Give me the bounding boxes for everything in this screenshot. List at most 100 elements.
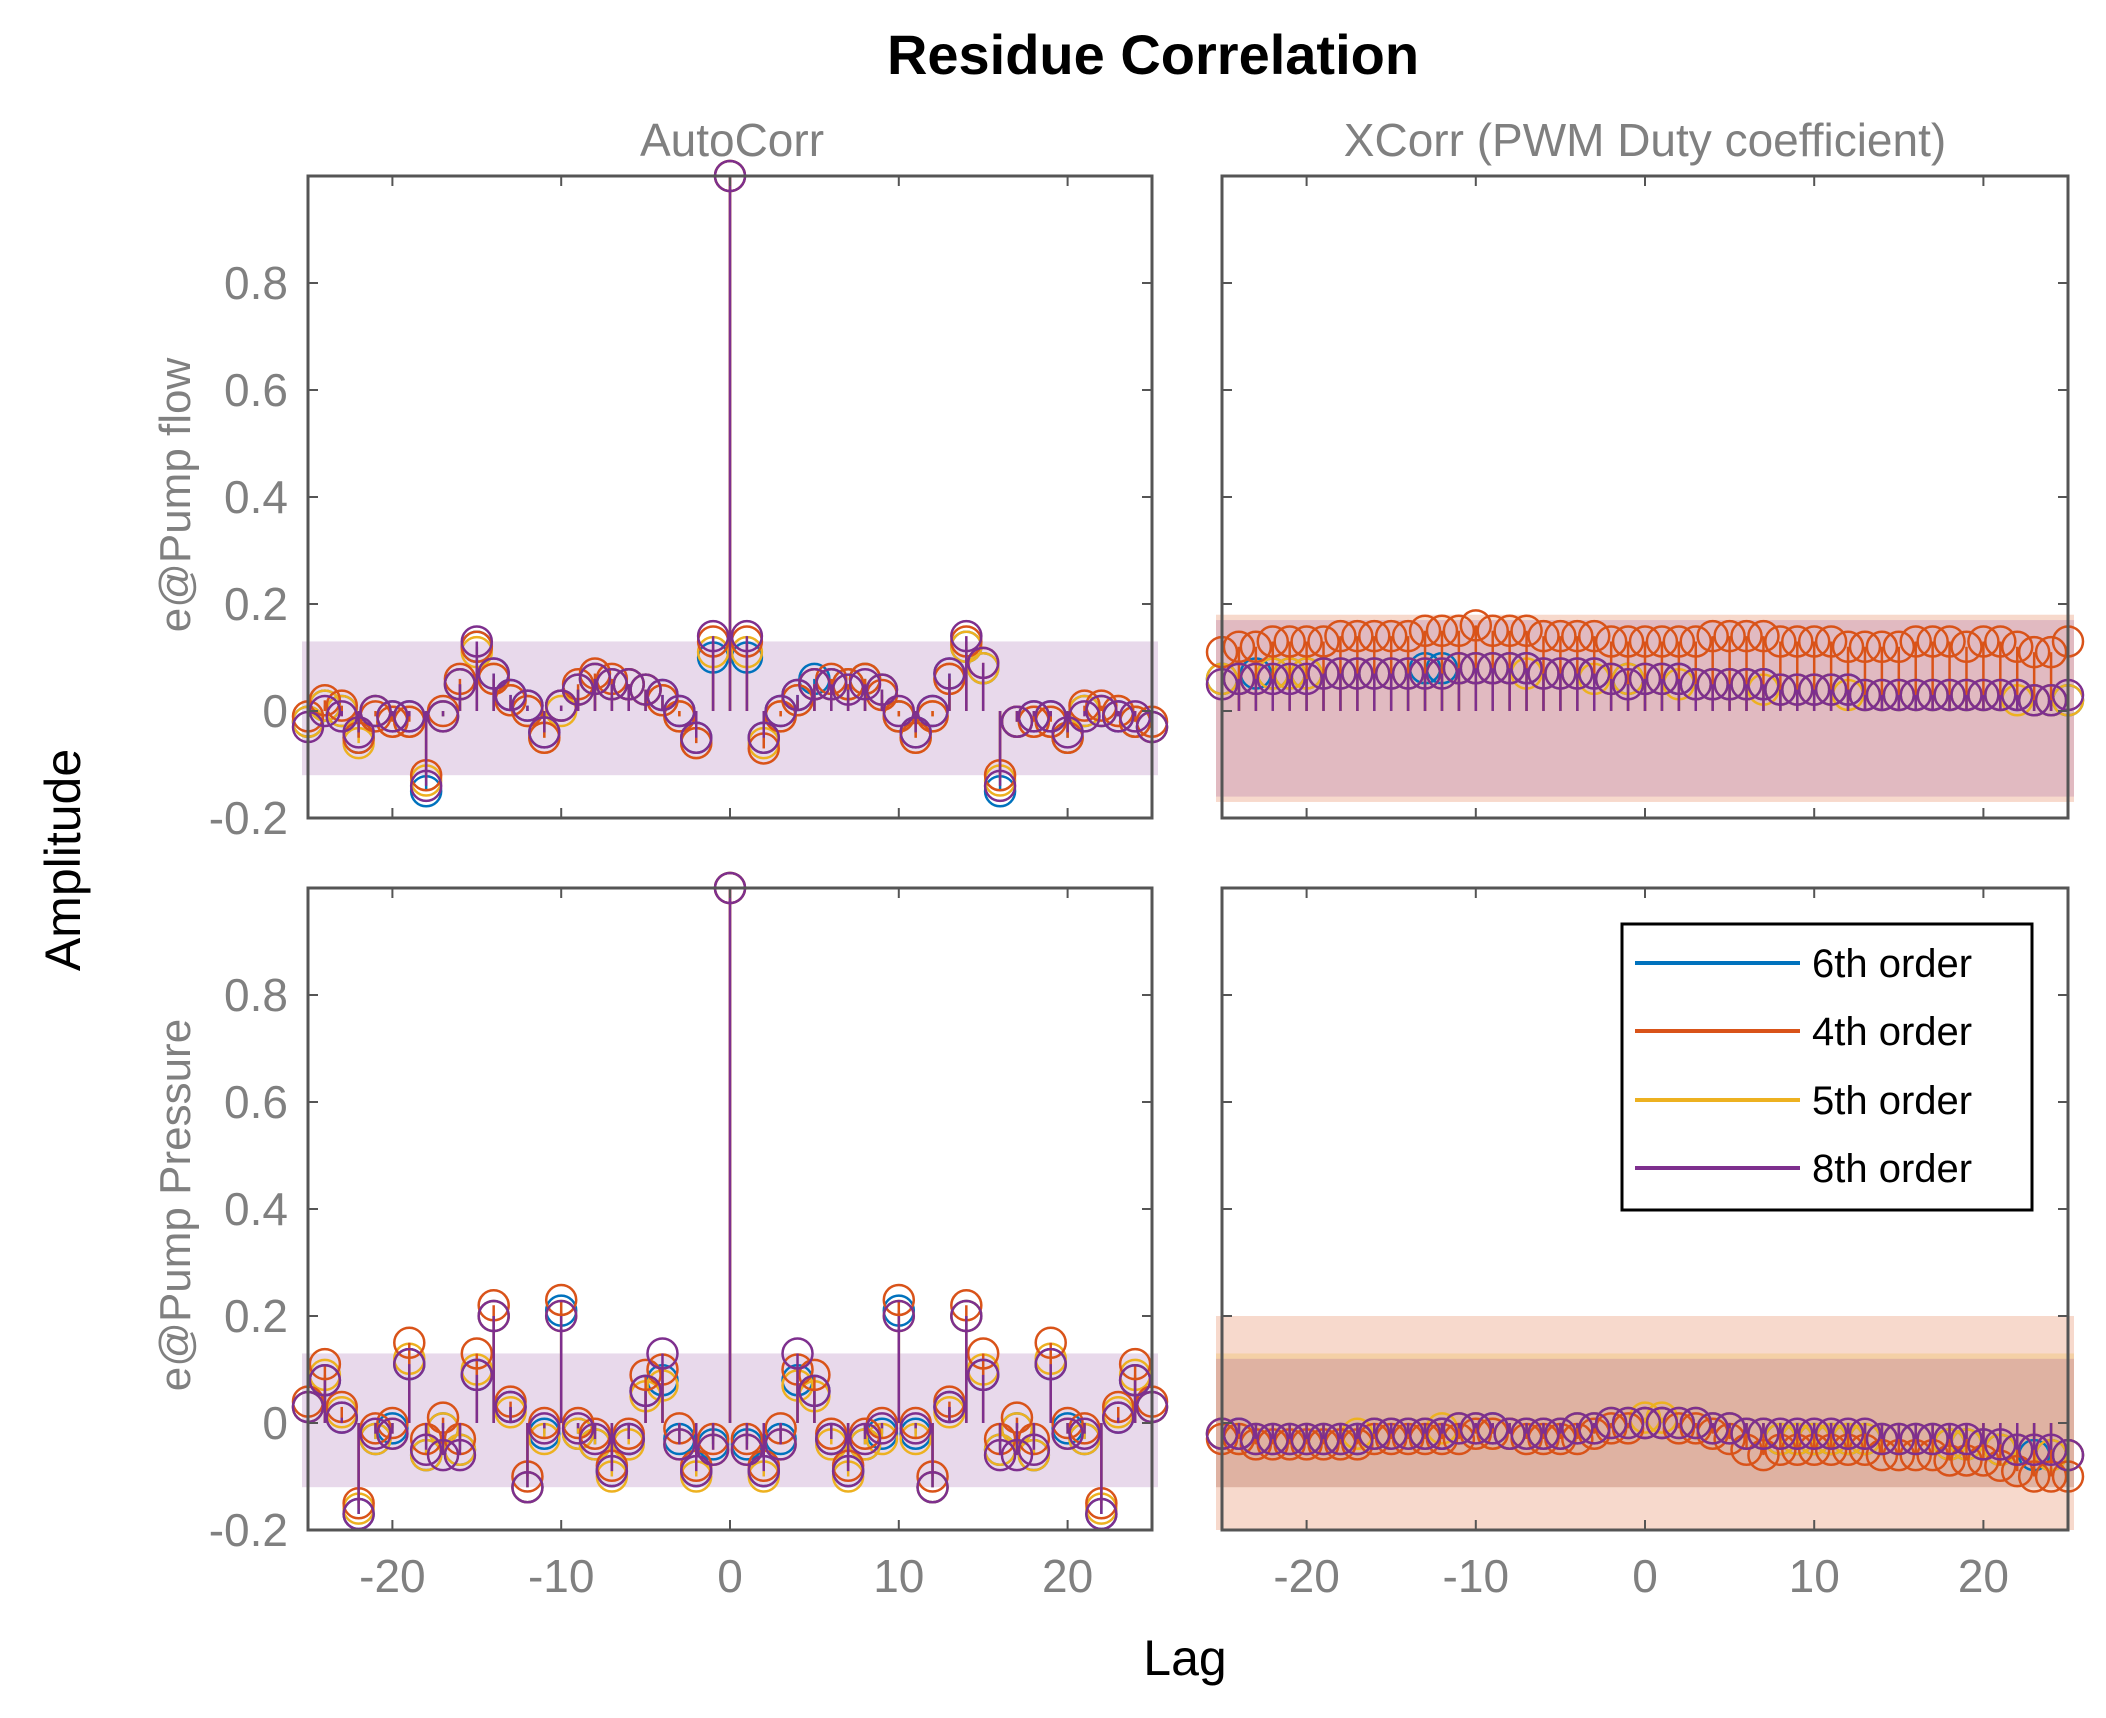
data-point (1764, 1417, 1797, 1450)
legend-box (1620, 922, 2034, 1212)
data-point (1662, 662, 1696, 696)
data-point (511, 1470, 544, 1504)
data-point (1713, 668, 1746, 701)
data-point (1527, 657, 1560, 690)
data-point (426, 1438, 460, 1472)
data-point (460, 1358, 494, 1392)
data-point (916, 1470, 949, 1504)
data-point (1476, 614, 1509, 647)
data-point (1408, 614, 1442, 647)
data-point (933, 657, 966, 690)
data-point (1273, 1422, 1306, 1456)
row-label-pump-flow: e@Pump flow (151, 358, 200, 633)
data-point (1645, 662, 1679, 696)
data-point (899, 716, 932, 749)
data-point (1222, 630, 1256, 664)
data-point (1391, 619, 1425, 653)
data-point (882, 694, 916, 728)
data-point (1561, 657, 1594, 690)
data-point (1764, 625, 1797, 658)
panel-autocorr-pressure: -20 -10 0 10 20 -0.2 0 0.2 0.4 0.6 0.8 (209, 871, 1169, 1602)
data-point (1493, 1417, 1526, 1450)
legend-label-5th: 5th order (1812, 1079, 1972, 1123)
data-point (1899, 625, 1932, 658)
column-title-xcorr: XCorr (PWM Duty coefficient) (1344, 114, 1946, 166)
data-point (1425, 1417, 1459, 1450)
data-point (1730, 1417, 1763, 1450)
x-tick-label: -20 (359, 1550, 425, 1602)
data-point (1290, 1422, 1323, 1456)
column-title-autocorr: AutoCorr (640, 114, 824, 166)
data-point (1831, 630, 1865, 664)
data-point (1950, 678, 1983, 712)
data-point (1034, 1326, 1067, 1359)
data-point (1967, 1428, 2000, 1461)
data-point (578, 1422, 612, 1456)
data-point (443, 668, 477, 701)
data-point (1118, 700, 1152, 733)
data-point (679, 721, 713, 754)
data-point (933, 1390, 966, 1424)
data-point (1781, 1417, 1814, 1450)
data-point (1967, 678, 2000, 712)
data-point (1628, 625, 1662, 658)
data-point (1324, 619, 1357, 653)
data-point (1916, 678, 1949, 712)
data-point (2000, 1454, 2034, 1488)
data-point (848, 668, 882, 701)
data-point (899, 1412, 932, 1445)
data-point (1848, 630, 1882, 664)
data-point (1561, 1412, 1594, 1445)
data-point (798, 1358, 831, 1392)
data-point (308, 1347, 342, 1381)
data-point (1797, 1417, 1831, 1450)
data-point (1510, 1417, 1543, 1450)
data-point (1068, 700, 1101, 733)
x-tick-label: -10 (1443, 1550, 1509, 1602)
data-point (1459, 651, 1493, 685)
data-point (1577, 619, 1611, 653)
data-point (798, 1374, 831, 1408)
data-point (1442, 614, 1476, 647)
data-point (1544, 657, 1577, 690)
data-point (1933, 625, 1966, 658)
data-point (1679, 668, 1713, 701)
panel-xcorr-pressure: -20 -10 0 10 20 (1205, 886, 2085, 1602)
data-point (2017, 684, 2051, 717)
x-tick-label: 10 (1789, 1550, 1840, 1602)
data-point (1967, 625, 2000, 658)
data-point (679, 1454, 713, 1488)
y-tick-label: 0.6 (224, 1076, 288, 1128)
data-point (1459, 1412, 1493, 1445)
data-point (1324, 1422, 1357, 1456)
data-point (1628, 662, 1662, 696)
x-axis-label: Lag (1143, 1630, 1226, 1686)
data-point (1814, 673, 1848, 706)
data-point (1493, 651, 1526, 685)
data-point (1764, 673, 1797, 706)
data-point (359, 694, 392, 728)
data-point (1374, 657, 1408, 690)
data-point (1984, 1428, 2017, 1461)
data-point (865, 1412, 899, 1445)
data-point (1713, 619, 1746, 653)
data-point (1781, 673, 1814, 706)
data-point (882, 1299, 916, 1333)
x-tick-label: -20 (1273, 1550, 1339, 1602)
data-point (1882, 630, 1916, 664)
data-point (1679, 1406, 1713, 1440)
data-point (983, 769, 1017, 803)
data-point (2034, 1460, 2068, 1493)
y-tick-label: -0.2 (209, 792, 288, 844)
data-point (696, 1433, 730, 1466)
data-point (544, 1283, 578, 1317)
data-point (1239, 630, 1273, 664)
data-point (1984, 625, 2017, 658)
data-point (1950, 630, 1983, 664)
data-point (1950, 1422, 1983, 1456)
data-point (409, 1433, 443, 1466)
data-point (1933, 1422, 1966, 1456)
data-point (1222, 1417, 1256, 1450)
data-point (1017, 1433, 1051, 1466)
data-point (494, 1390, 527, 1424)
